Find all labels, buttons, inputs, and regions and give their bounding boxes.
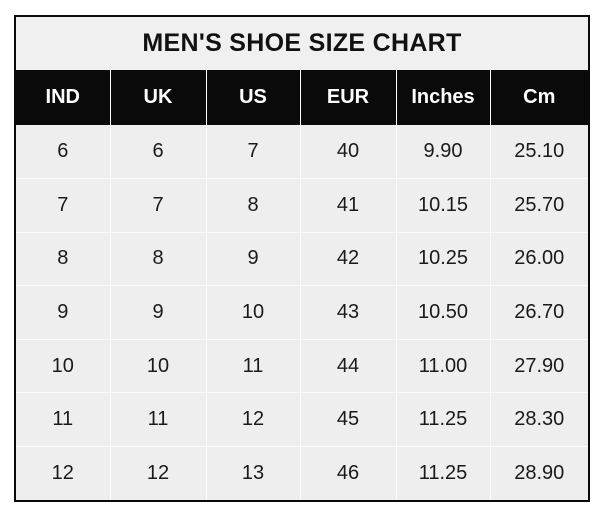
cell-eur: 44 xyxy=(300,339,397,394)
table-row: 12 12 13 46 11.25 28.90 xyxy=(16,446,588,500)
cell-cm: 27.90 xyxy=(490,339,588,394)
cell-inches: 9.90 xyxy=(396,125,491,180)
cell-eur: 42 xyxy=(300,232,397,287)
cell-us: 7 xyxy=(206,125,301,180)
table-row: 10 10 11 44 11.00 27.90 xyxy=(16,339,588,394)
cell-cm: 26.00 xyxy=(490,232,588,287)
cell-cm: 25.10 xyxy=(490,125,588,180)
cell-inches: 10.50 xyxy=(396,285,491,340)
cell-eur: 45 xyxy=(300,392,397,447)
cell-uk: 10 xyxy=(110,339,207,394)
cell-cm: 28.90 xyxy=(490,446,588,500)
table-header-row: IND UK US EUR Inches Cm xyxy=(16,70,588,125)
cell-ind: 12 xyxy=(16,446,111,500)
column-header-cm: Cm xyxy=(490,70,588,125)
cell-ind: 9 xyxy=(16,285,111,340)
cell-eur: 46 xyxy=(300,446,397,500)
cell-ind: 8 xyxy=(16,232,111,287)
column-header-inches: Inches xyxy=(396,70,491,125)
cell-eur: 43 xyxy=(300,285,397,340)
column-header-ind: IND xyxy=(16,70,111,125)
cell-inches: 11.25 xyxy=(396,446,491,500)
cell-ind: 11 xyxy=(16,392,111,447)
table-row: 6 6 7 40 9.90 25.10 xyxy=(16,125,588,180)
cell-ind: 7 xyxy=(16,178,111,233)
table-row: 11 11 12 45 11.25 28.30 xyxy=(16,392,588,447)
page-title: MEN'S SHOE SIZE CHART xyxy=(142,29,462,57)
cell-ind: 10 xyxy=(16,339,111,394)
cell-cm: 25.70 xyxy=(490,178,588,233)
cell-eur: 41 xyxy=(300,178,397,233)
cell-uk: 8 xyxy=(110,232,207,287)
table-row: 7 7 8 41 10.15 25.70 xyxy=(16,178,588,233)
cell-us: 13 xyxy=(206,446,301,500)
cell-us: 12 xyxy=(206,392,301,447)
column-header-uk: UK xyxy=(110,70,207,125)
cell-us: 11 xyxy=(206,339,301,394)
cell-inches: 10.15 xyxy=(396,178,491,233)
cell-uk: 9 xyxy=(110,285,207,340)
cell-eur: 40 xyxy=(300,125,397,180)
size-chart-container: MEN'S SHOE SIZE CHART IND UK US EUR Inch… xyxy=(14,15,590,502)
cell-cm: 26.70 xyxy=(490,285,588,340)
cell-inches: 11.00 xyxy=(396,339,491,394)
cell-uk: 12 xyxy=(110,446,207,500)
cell-inches: 10.25 xyxy=(396,232,491,287)
table-header: IND UK US EUR Inches Cm xyxy=(16,70,588,125)
shoe-size-table: IND UK US EUR Inches Cm 6 6 7 40 9.90 25… xyxy=(16,70,588,500)
table-body: 6 6 7 40 9.90 25.10 7 7 8 41 10.15 25.70… xyxy=(16,125,588,500)
table-row: 8 8 9 42 10.25 26.00 xyxy=(16,232,588,287)
cell-uk: 7 xyxy=(110,178,207,233)
cell-cm: 28.30 xyxy=(490,392,588,447)
cell-us: 10 xyxy=(206,285,301,340)
cell-us: 8 xyxy=(206,178,301,233)
chart-title-band: MEN'S SHOE SIZE CHART xyxy=(16,17,588,70)
column-header-eur: EUR xyxy=(300,70,397,125)
cell-us: 9 xyxy=(206,232,301,287)
cell-uk: 11 xyxy=(110,392,207,447)
cell-uk: 6 xyxy=(110,125,207,180)
table-row: 9 9 10 43 10.50 26.70 xyxy=(16,285,588,340)
cell-ind: 6 xyxy=(16,125,111,180)
column-header-us: US xyxy=(206,70,301,125)
cell-inches: 11.25 xyxy=(396,392,491,447)
